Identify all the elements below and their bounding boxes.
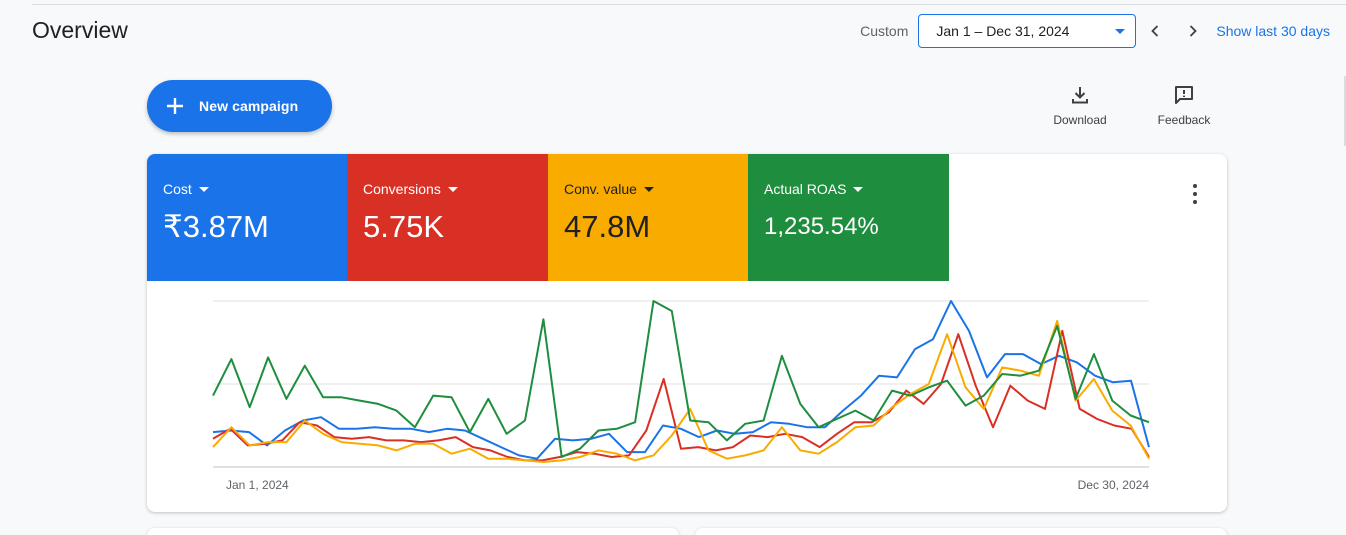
more-dot: [1193, 200, 1197, 204]
metric-cost[interactable]: Cost ₹3.87M: [147, 154, 348, 281]
show-last-30-days-link[interactable]: Show last 30 days: [1216, 23, 1330, 39]
metric-actual-roas-header: Actual ROAS: [764, 181, 949, 197]
x-axis-end-label: Dec 30, 2024: [1077, 478, 1149, 492]
download-icon: [1072, 87, 1088, 104]
feedback-label: Feedback: [1157, 113, 1211, 127]
new-campaign-button[interactable]: New campaign: [147, 80, 332, 132]
metric-actual-roas[interactable]: Actual ROAS 1,235.54%: [748, 154, 949, 281]
series-line-conversions[interactable]: [212, 329, 1150, 462]
chevron-right-icon: [1190, 25, 1198, 37]
plus-icon: [167, 98, 183, 114]
line-chart-svg: [212, 300, 1150, 468]
top-divider: [32, 4, 1346, 5]
date-range-dropdown[interactable]: Jan 1 – Dec 31, 2024: [918, 14, 1137, 48]
metric-cost-label: Cost: [163, 181, 192, 197]
metric-actual-roas-label: Actual ROAS: [764, 181, 847, 197]
feedback-button[interactable]: Feedback: [1148, 84, 1220, 127]
dropdown-arrow-icon: [853, 186, 864, 192]
metric-cost-header: Cost: [163, 181, 348, 197]
date-mode-label: Custom: [860, 23, 909, 39]
metric-conv-value-header: Conv. value: [564, 181, 749, 197]
metric-conversions-label: Conversions: [363, 181, 441, 197]
series-line-actual-roas[interactable]: [212, 300, 1150, 458]
performance-chart: Jan 1, 2024 Dec 30, 2024: [147, 281, 1227, 512]
date-range-bar: Custom Jan 1 – Dec 31, 2024 Show last 30…: [860, 14, 1330, 48]
dropdown-arrow-icon: [198, 186, 209, 192]
metric-conv-value-label: Conv. value: [564, 181, 637, 197]
new-campaign-label: New campaign: [199, 98, 299, 114]
dropdown-arrow-icon: [643, 186, 654, 192]
scrollbar[interactable]: [1344, 76, 1346, 146]
grid-layer: [213, 300, 1149, 468]
chevron-left-icon: [1151, 25, 1159, 37]
overview-performance-card: Cost ₹3.87M Conversions 5.75K Conv. valu…: [147, 154, 1227, 512]
lower-left-card: [147, 528, 679, 535]
previous-period-button[interactable]: [1136, 14, 1174, 48]
series-layer: [212, 300, 1150, 463]
metric-conversions[interactable]: Conversions 5.75K: [347, 154, 548, 281]
download-button[interactable]: Download: [1044, 84, 1116, 127]
dropdown-arrow-icon: [447, 186, 458, 192]
lower-right-card: [695, 528, 1227, 535]
metric-cost-value: ₹3.87M: [163, 209, 269, 244]
next-period-button[interactable]: [1174, 14, 1212, 48]
metric-actual-roas-value: 1,235.54%: [764, 213, 879, 240]
date-range-value: Jan 1 – Dec 31, 2024: [936, 23, 1070, 39]
dropdown-arrow-icon: [1115, 28, 1126, 34]
feedback-icon: [1175, 86, 1193, 104]
page-title: Overview: [32, 17, 128, 43]
more-dot: [1193, 192, 1197, 196]
more-options-icon[interactable]: [1193, 184, 1197, 204]
x-axis-start-label: Jan 1, 2024: [226, 478, 289, 492]
metric-conversions-value: 5.75K: [363, 209, 445, 244]
download-label: Download: [1053, 113, 1107, 127]
more-dot: [1193, 184, 1197, 188]
metric-conversions-header: Conversions: [363, 181, 548, 197]
series-line-conv-value[interactable]: [212, 319, 1150, 463]
metric-conv-value-value: 47.8M: [564, 209, 651, 244]
series-line-cost[interactable]: [212, 300, 1150, 460]
metric-conv-value[interactable]: Conv. value 47.8M: [548, 154, 749, 281]
